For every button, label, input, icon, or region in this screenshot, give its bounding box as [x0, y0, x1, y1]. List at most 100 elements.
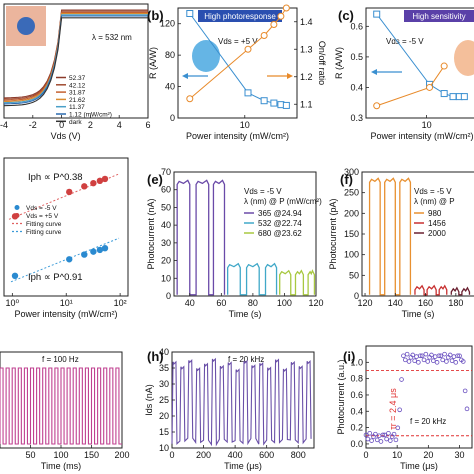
- x-tick-label-2: 20: [423, 450, 433, 460]
- panel-i: (i) f = 20 kHz τr = 2.4 μs 0 10 20 30 0.0 0.2 0.4…: [336, 345, 473, 471]
- x-axis-label: Time (μs): [400, 461, 438, 471]
- y-tick-label-3: 120: [160, 19, 175, 29]
- legend-swatch-1: [14, 213, 20, 218]
- x-axis-label: Time (s): [229, 309, 262, 319]
- right-arrow-head: [287, 73, 293, 79]
- y-tick-label-0: 0: [170, 113, 175, 123]
- legend-label-2: 31.87: [69, 90, 86, 97]
- x-tick-label-2: 0: [59, 120, 64, 130]
- data-point-10: [382, 432, 388, 438]
- data-point-positive-2: [81, 183, 88, 190]
- y-tick-label-2: 0.4: [350, 406, 363, 416]
- data-point-54: [464, 406, 470, 412]
- data-point-negative-0: [11, 272, 19, 280]
- data-point-positive-1: [66, 188, 73, 196]
- data-point-17: [395, 425, 401, 431]
- panel-letter-b: (b): [147, 8, 164, 23]
- x-tick-label-2: 150: [84, 450, 99, 460]
- series-line-6: [3, 17, 148, 107]
- data-point-18: [397, 407, 402, 413]
- series-line-1: [3, 10, 148, 100]
- y-tick-label-6: 60: [161, 185, 171, 195]
- series-line-0: [171, 357, 312, 447]
- y-tick-label-1: 10: [161, 273, 171, 283]
- frequency-annotation: f = 20 kHz: [410, 417, 446, 426]
- y-tick-label-0: 0: [166, 291, 171, 301]
- tag-label: High sensitivity: [412, 12, 465, 21]
- x-tick-label-0: 10: [422, 120, 432, 130]
- y-tick-label-1: 0.2: [350, 423, 363, 433]
- y2-tick-label-1: 1.2: [300, 72, 313, 82]
- data-point-35: [429, 352, 434, 358]
- x-axis-label: Time (μs): [224, 461, 262, 471]
- data-point-27: [414, 354, 419, 359]
- data-point-33: [425, 359, 431, 364]
- y-tick-label-2: 80: [165, 50, 175, 60]
- y-tick-label-5: 35: [159, 363, 169, 373]
- y-tick-label-2: 20: [161, 256, 171, 266]
- y2-axis-label: On/off ratio: [317, 41, 327, 85]
- legend-label-6: dark: [69, 119, 82, 126]
- left-arrow-head: [182, 73, 188, 79]
- y-tick-label-5: 1.0: [350, 357, 363, 367]
- x-tick-label-0: 40: [185, 298, 195, 308]
- y-tick-label-3: 0.6: [350, 390, 363, 400]
- wavelength-annotation: λ = 532 nm: [92, 33, 132, 42]
- y-tick-label-0: 10: [159, 443, 169, 453]
- data-point-50: [457, 353, 462, 359]
- data-point-negative-2: [81, 251, 88, 258]
- data-point-43: [444, 359, 449, 364]
- x-tick-label-3: 180: [448, 298, 463, 308]
- data-point-48: [453, 360, 459, 365]
- legend-label-0: 980: [428, 209, 442, 218]
- x-tick-label-4: 120: [308, 298, 323, 308]
- series-line-0: [376, 13, 465, 98]
- y-tick-label-6: 300: [344, 167, 359, 177]
- data-point-r-5: [282, 101, 290, 109]
- panel-b: (b) High photoresponse Vds = +5 V 10 0 40 80 12…: [147, 4, 327, 141]
- x-tick-label-0: 0: [363, 450, 368, 460]
- data-point-ratio-2: [440, 62, 448, 70]
- x-tick-label-0: 0: [169, 450, 174, 460]
- data-point-r-5: [460, 93, 468, 101]
- legend-label-3: 21.62: [69, 97, 86, 104]
- legend-label-0: 365 @24.94: [258, 209, 302, 218]
- fit-line-negative: [10, 237, 120, 283]
- x-tick-label-3: 100: [277, 298, 292, 308]
- data-point-negative-3: [90, 248, 97, 255]
- y-tick-label-4: 200: [344, 208, 359, 218]
- data-point-38: [434, 360, 440, 365]
- data-point-ratio-4: [277, 12, 285, 20]
- data-point-negative-5: [101, 244, 109, 252]
- legend-label-3: Fitting curve: [26, 229, 62, 236]
- data-point-1: [365, 436, 371, 442]
- y2-tick-label-3: 1.4: [300, 17, 313, 27]
- panel-letter-h: (h): [147, 349, 164, 364]
- data-point-40: [438, 353, 444, 359]
- y-tick-label-4: 30: [159, 379, 169, 389]
- bias-annotation: Vds = +5 V: [218, 37, 258, 46]
- data-point-49: [455, 353, 460, 359]
- data-point-19: [399, 377, 404, 382]
- x-tick-label-4: 800: [291, 450, 306, 460]
- data-point-32: [423, 351, 429, 357]
- panel-c: (c) High sensitivity Vds = -5 V 10 0.3 0.4 0.5…: [334, 7, 474, 141]
- data-point-ratio-0: [373, 102, 381, 110]
- x-tick-label-3: 600: [259, 450, 274, 460]
- data-point-41: [440, 357, 445, 363]
- y-tick-label-3: 25: [159, 395, 169, 405]
- y-tick-label-2: 100: [344, 250, 359, 260]
- bias-annotation: Vds = -5 V: [244, 187, 282, 196]
- data-point-20: [401, 353, 406, 359]
- panel-a-frame: [3, 3, 149, 119]
- y-axis-label: Photocurrent (nA): [146, 198, 156, 269]
- tag-box: [198, 10, 282, 22]
- x-axis-label: Power intensity (mW/cm²): [370, 131, 473, 141]
- data-point-37: [432, 354, 438, 359]
- x-tick-label-1: 10¹: [60, 298, 73, 308]
- y-axis-label: R (A/W): [334, 47, 344, 79]
- series-line-1: [226, 262, 278, 296]
- series-line-2: [279, 269, 316, 296]
